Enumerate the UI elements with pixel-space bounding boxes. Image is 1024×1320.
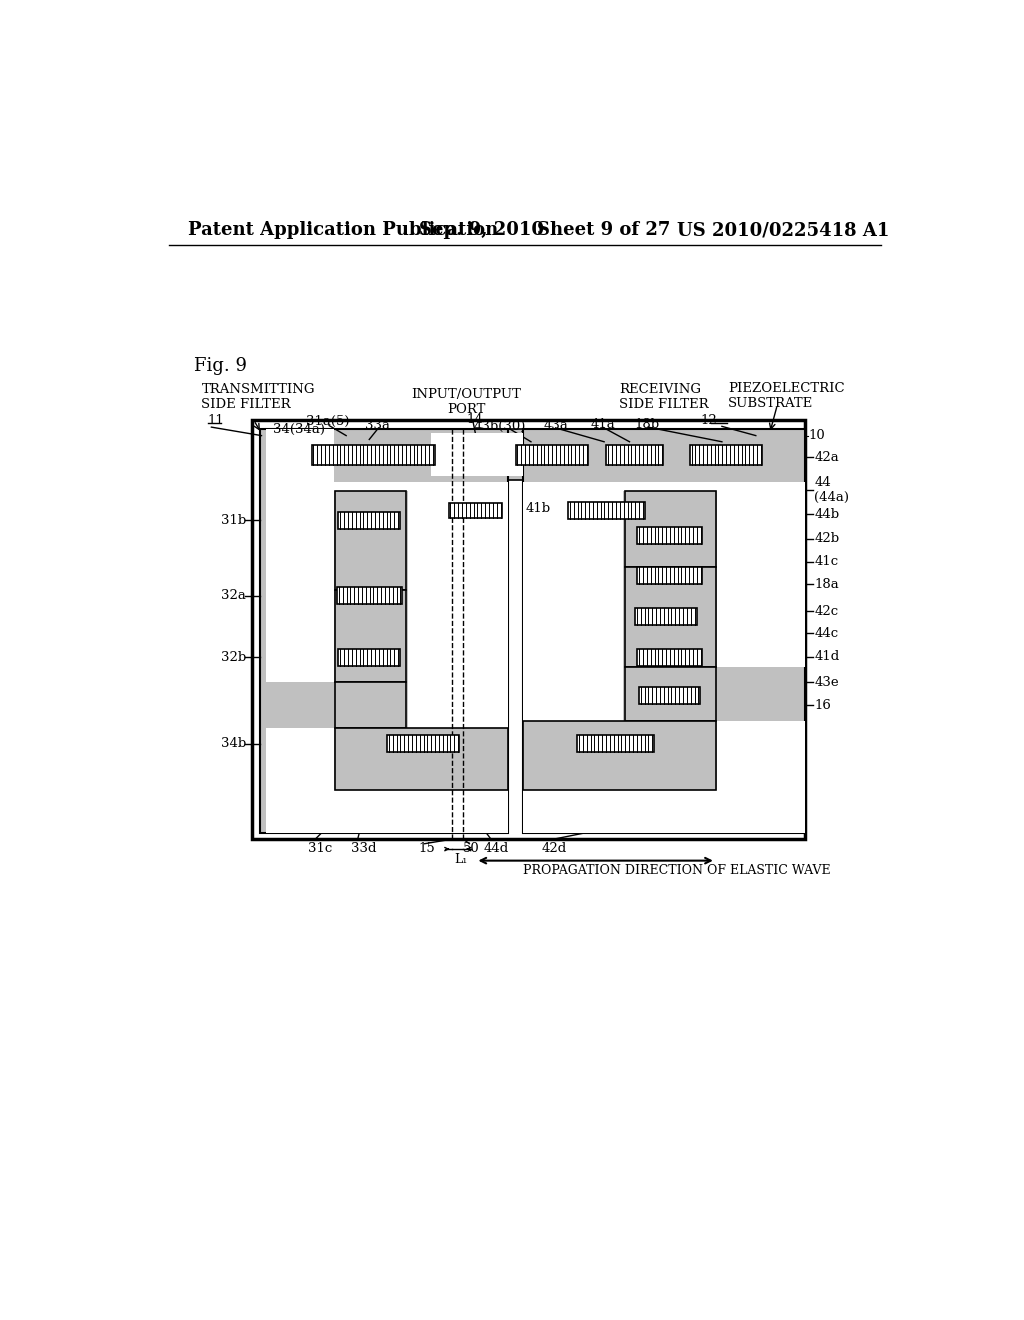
Text: Patent Application Publication: Patent Application Publication <box>188 220 499 239</box>
Bar <box>606 445 664 465</box>
Text: 10: 10 <box>808 429 825 442</box>
Text: 33d: 33d <box>351 842 376 855</box>
Text: 42d: 42d <box>542 842 567 855</box>
Bar <box>336 491 407 590</box>
Text: 31a(5): 31a(5) <box>306 416 349 428</box>
Text: 18b: 18b <box>635 418 660 432</box>
Text: 44
(44a): 44 (44a) <box>814 475 849 503</box>
Text: 34(34a): 34(34a) <box>273 422 325 436</box>
Text: 44d: 44d <box>483 842 509 855</box>
Bar <box>515 445 588 465</box>
Text: Sheet 9 of 27: Sheet 9 of 27 <box>538 220 671 239</box>
Text: 34b: 34b <box>221 737 247 750</box>
Bar <box>717 721 805 833</box>
Text: 41b: 41b <box>525 502 551 515</box>
Bar <box>339 512 400 529</box>
Text: 31c: 31c <box>307 842 332 855</box>
Bar <box>387 735 460 752</box>
Bar <box>523 789 805 833</box>
Bar <box>523 482 805 491</box>
Bar <box>260 429 508 833</box>
Bar <box>435 429 519 480</box>
Text: 44c: 44c <box>814 627 839 640</box>
Text: RECEIVING
SIDE FILTER: RECEIVING SIDE FILTER <box>618 383 709 412</box>
Text: PROPAGATION DIRECTION OF ELASTIC WAVE: PROPAGATION DIRECTION OF ELASTIC WAVE <box>523 865 830 878</box>
Text: 42b: 42b <box>814 532 840 545</box>
Bar <box>337 587 401 605</box>
Bar <box>635 609 696 626</box>
Text: INPUT/OUTPUT
PORT: INPUT/OUTPUT PORT <box>412 388 521 416</box>
Bar <box>717 491 805 667</box>
Text: 33a: 33a <box>365 418 390 432</box>
Text: 50: 50 <box>463 842 480 855</box>
Bar <box>336 729 508 789</box>
Text: 41c: 41c <box>814 556 839 569</box>
Text: 41d: 41d <box>814 649 840 663</box>
Text: 43b(30): 43b(30) <box>474 420 526 433</box>
Bar <box>449 503 503 517</box>
Bar <box>339 649 400 665</box>
Bar <box>639 688 700 705</box>
Text: 43a: 43a <box>544 418 568 432</box>
Text: 12: 12 <box>700 414 717 428</box>
Bar <box>625 566 716 667</box>
Text: L₁: L₁ <box>454 853 467 866</box>
Bar <box>568 502 645 519</box>
Text: 15: 15 <box>419 842 435 855</box>
Text: 41a: 41a <box>590 418 615 432</box>
Bar <box>523 491 624 789</box>
Bar <box>336 590 407 682</box>
Bar <box>266 729 334 833</box>
Text: US 2010/0225418 A1: US 2010/0225418 A1 <box>677 220 890 239</box>
Bar <box>523 429 805 833</box>
Bar <box>689 445 762 465</box>
Text: 42a: 42a <box>814 450 839 463</box>
Text: 31b: 31b <box>221 513 247 527</box>
Bar <box>637 649 701 665</box>
Text: PIEZOELECTRIC
SUBSTRATE: PIEZOELECTRIC SUBSTRATE <box>728 381 845 409</box>
Bar <box>637 568 701 585</box>
Text: Fig. 9: Fig. 9 <box>194 358 247 375</box>
Bar <box>519 429 805 480</box>
Bar <box>260 429 508 480</box>
Bar <box>266 482 508 491</box>
Text: 44b: 44b <box>814 508 840 520</box>
Bar <box>311 445 435 465</box>
Text: TRANSMITTING
SIDE FILTER: TRANSMITTING SIDE FILTER <box>202 383 315 412</box>
Text: 42c: 42c <box>814 605 839 618</box>
Bar <box>336 682 407 729</box>
Text: 18a: 18a <box>814 578 839 591</box>
Bar <box>578 735 654 752</box>
Bar <box>431 433 523 477</box>
Text: 32a: 32a <box>221 589 247 602</box>
Bar <box>523 721 716 789</box>
Text: 43e: 43e <box>814 676 839 689</box>
Text: 11: 11 <box>208 414 224 428</box>
Text: 32b: 32b <box>221 651 247 664</box>
Bar <box>625 491 716 566</box>
Bar <box>266 429 334 682</box>
Text: Sep. 9, 2010: Sep. 9, 2010 <box>419 220 545 239</box>
Bar <box>266 789 508 833</box>
Text: 14: 14 <box>466 413 483 426</box>
Bar <box>625 667 716 721</box>
Bar <box>637 527 701 544</box>
Bar <box>408 491 508 789</box>
Bar <box>252 420 805 840</box>
Bar <box>260 429 805 480</box>
Text: 16: 16 <box>814 698 831 711</box>
